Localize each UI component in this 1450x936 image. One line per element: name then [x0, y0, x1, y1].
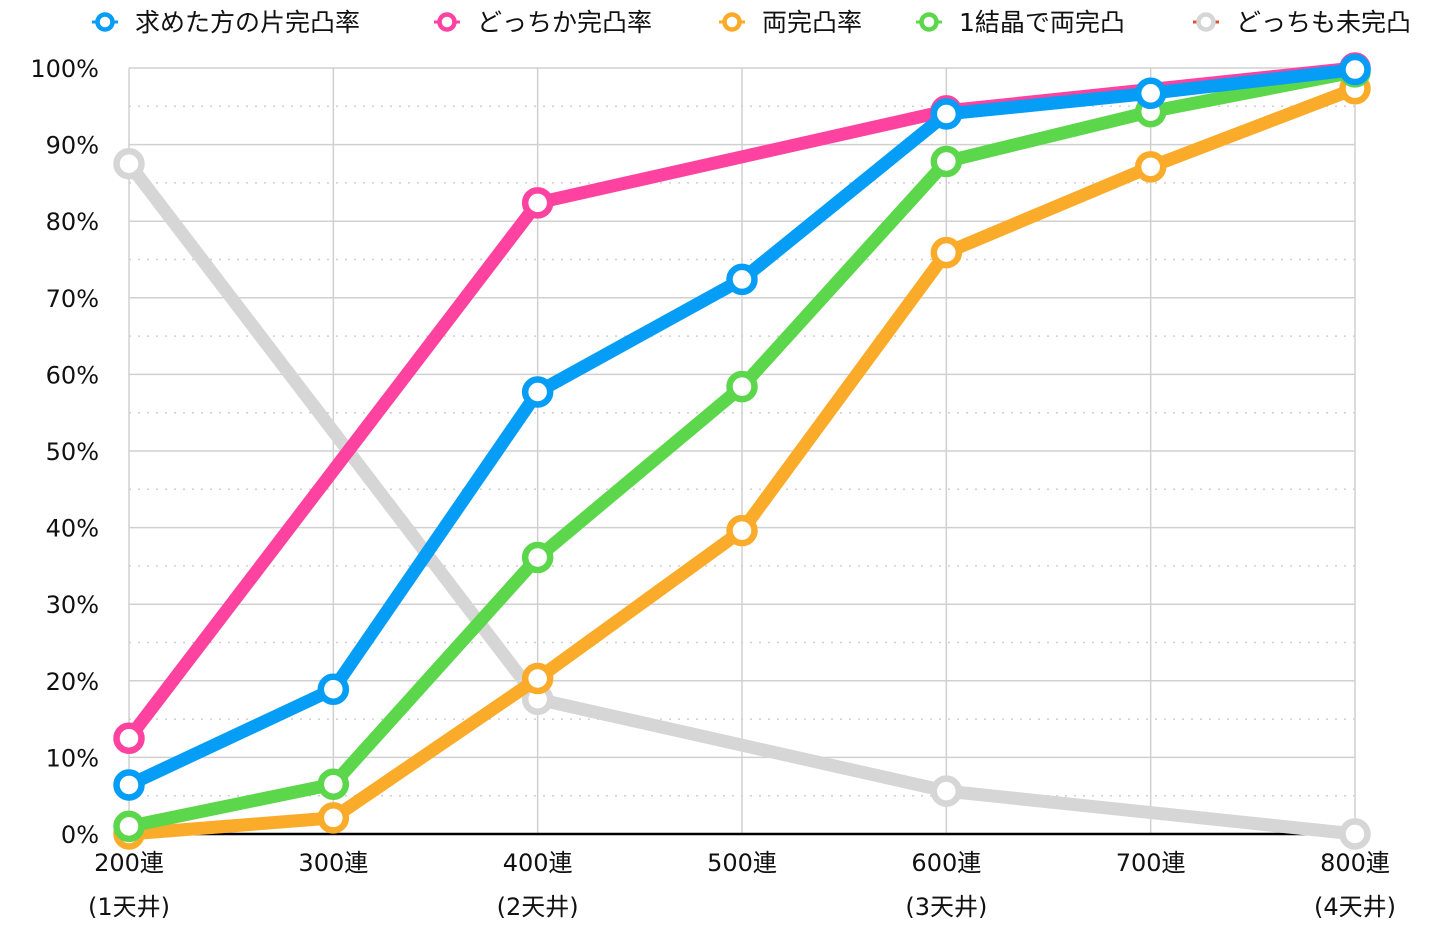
y-tick-label: 70% — [46, 285, 99, 313]
series-line — [122, 157, 1362, 841]
x-tick-label: 500連 — [707, 849, 777, 877]
data-point — [113, 769, 145, 801]
y-tick-label: 80% — [46, 208, 99, 236]
data-point — [726, 514, 758, 547]
x-tick-label: 700連 — [1116, 849, 1186, 877]
legend-swatch-marker — [919, 12, 939, 32]
data-point — [317, 768, 350, 800]
x-tick-sublabel: (2天井) — [497, 893, 579, 921]
legend-label: 両完凸率 — [762, 8, 862, 37]
legend-swatch-marker — [1196, 12, 1216, 32]
data-point — [521, 541, 554, 574]
chart-series — [113, 52, 1371, 850]
legend-item: 1結晶で両完凸 — [916, 8, 1125, 37]
x-tick-sublabel: (4天井) — [1314, 893, 1396, 921]
y-tick-label: 100% — [30, 55, 99, 83]
x-tick-label: 400連 — [503, 849, 573, 877]
chart-legend: 求めた方の片完凸率 どっちか完凸率 両完凸率 1結晶で両完凸 どっちも未完凸 — [92, 8, 1411, 37]
x-tick-label: 300連 — [298, 849, 368, 877]
legend-item: 求めた方の片完凸率 — [92, 8, 360, 37]
x-tick-sublabel: (1天井) — [88, 893, 170, 921]
legend-label: どっちか完凸率 — [477, 8, 652, 37]
legend-label: どっちも未完凸 — [1236, 8, 1411, 37]
y-tick-label: 30% — [46, 591, 99, 619]
chart-grid — [128, 67, 1356, 836]
y-axis: 0% 10% 20% 30% 40% 50% 60% 70% 80% 90% 100% — [30, 55, 99, 849]
legend-swatch-marker — [722, 12, 742, 32]
y-tick-label: 50% — [46, 438, 99, 466]
y-tick-label: 20% — [46, 668, 99, 696]
data-point — [1339, 53, 1371, 86]
x-tick-label: 200連 — [94, 849, 164, 877]
y-tick-label: 90% — [46, 132, 99, 160]
data-point — [521, 376, 554, 408]
data-point — [113, 810, 145, 843]
legend-item: 両完凸率 — [719, 8, 862, 37]
legend-label: 1結晶で両完凸 — [959, 8, 1125, 37]
legend-item: どっちか完凸率 — [434, 8, 652, 37]
data-point — [113, 148, 145, 180]
data-point — [317, 802, 350, 834]
data-point — [726, 263, 758, 296]
data-point — [726, 370, 758, 403]
data-point — [1339, 818, 1371, 850]
data-point — [930, 775, 963, 807]
data-point — [1134, 77, 1167, 110]
y-tick-label: 60% — [46, 361, 99, 389]
legend-item: どっちも未完凸 — [1193, 8, 1411, 37]
y-tick-label: 0% — [61, 821, 99, 849]
data-point — [930, 236, 963, 269]
data-point — [113, 722, 145, 754]
y-tick-label: 10% — [46, 744, 99, 772]
data-point — [521, 187, 554, 219]
x-tick-label: 800連 — [1320, 849, 1390, 877]
data-point — [930, 98, 963, 130]
data-point — [930, 145, 963, 178]
legend-swatch-marker — [95, 12, 115, 32]
legend-swatch-marker — [437, 12, 457, 32]
x-tick-label: 600連 — [911, 849, 981, 877]
data-point — [317, 673, 350, 705]
x-axis: 200連 (1天井) 300連 400連 (2天井) 500連 600連 (3天井) 700連 8… — [88, 849, 1396, 921]
x-tick-sublabel: (3天井) — [905, 893, 987, 921]
data-point — [521, 662, 554, 695]
y-tick-label: 40% — [46, 515, 99, 543]
data-point — [1134, 151, 1167, 183]
legend-label: 求めた方の片完凸率 — [135, 8, 360, 37]
